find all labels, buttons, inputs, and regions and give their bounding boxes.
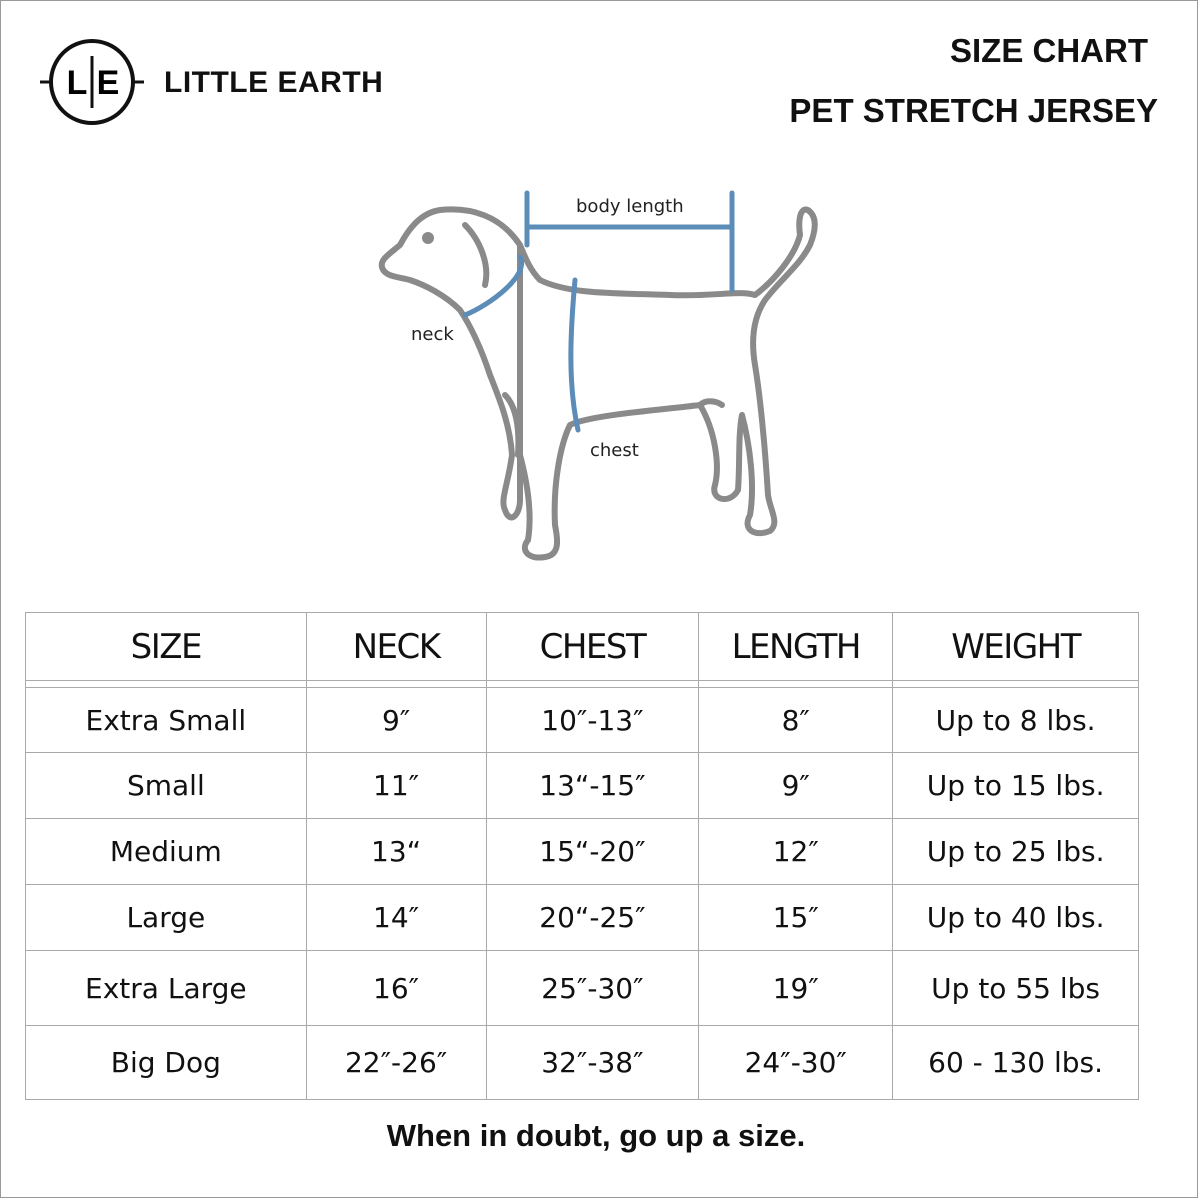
table-cell: 14″: [305, 884, 487, 951]
brand-name: LITTLE EARTH: [164, 66, 384, 99]
chest-label: chest: [590, 440, 639, 461]
table-cell: 16″: [305, 950, 487, 1026]
svg-text:L: L: [67, 64, 88, 102]
table-cell: 13“: [305, 818, 487, 885]
neck-label: neck: [411, 324, 454, 345]
table-cell: Large: [25, 884, 307, 951]
table-header-row: SIZE NECK CHEST LENGTH WEIGHT: [25, 612, 1139, 681]
body-length-label: body length: [576, 196, 684, 217]
table-cell: Up to 8 lbs.: [892, 687, 1139, 753]
brand-logo: L E LITTLE EARTH: [40, 38, 383, 128]
table-cell: 22″-26″: [305, 1025, 487, 1100]
table-cell: 12″: [698, 818, 894, 885]
table-cell: 8″: [698, 687, 894, 753]
table-row: Small 11″ 13“-15″ 9″ Up to 15 lbs.: [25, 752, 1139, 819]
table-cell: Up to 40 lbs.: [892, 884, 1139, 951]
measurement-lines: [462, 190, 735, 433]
product-name: PET STRETCH JERSEY: [789, 92, 1158, 129]
table-cell: Extra Small: [25, 687, 307, 753]
table-cell: Small: [25, 752, 307, 819]
table-cell: 11″: [305, 752, 487, 819]
table-cell: 20“-25″: [485, 884, 700, 951]
table-row: Extra Large 16″ 25″-30″ 19″ Up to 55 lbs: [25, 950, 1139, 1026]
table-cell: 9″: [698, 752, 894, 819]
table-cell: Extra Large: [25, 950, 307, 1026]
table-cell: 32″-38″: [485, 1025, 700, 1100]
table-row: Large 14″ 20“-25″ 15″ Up to 40 lbs.: [25, 884, 1139, 951]
size-table: SIZE NECK CHEST LENGTH WEIGHT Extra Smal…: [25, 612, 1139, 1100]
table-cell: 25″-30″: [485, 950, 700, 1026]
column-header: WEIGHT: [892, 612, 1139, 681]
svg-text:E: E: [97, 64, 120, 102]
table-cell: 15″: [698, 884, 894, 951]
column-header: SIZE: [25, 612, 307, 681]
table-cell: 19″: [698, 950, 894, 1026]
table-cell: 60 - 130 lbs.: [892, 1025, 1139, 1100]
dog-measurement-diagram: [378, 190, 818, 561]
column-header: LENGTH: [698, 612, 894, 681]
table-row: Big Dog 22″-26″ 32″-38″ 24″-30″ 60 - 130 lbs…: [25, 1025, 1139, 1100]
table-row: Medium 13“ 15“-20″ 12″ Up to 25 lbs.: [25, 818, 1139, 885]
table-cell: Up to 55 lbs: [892, 950, 1139, 1026]
footer-note: When in doubt, go up a size.: [386, 1118, 806, 1153]
table-cell: Up to 25 lbs.: [892, 818, 1139, 885]
column-header: NECK: [305, 612, 487, 681]
dog-outline-icon: [378, 206, 818, 561]
table-cell: 24″-30″: [698, 1025, 894, 1100]
table-row: Extra Small 9″ 10″-13″ 8″ Up to 8 lbs.: [25, 687, 1139, 753]
table-cell: 13“-15″: [485, 752, 700, 819]
column-header: CHEST: [485, 612, 700, 681]
table-cell: 15“-20″: [485, 818, 700, 885]
table-cell: 9″: [305, 687, 487, 753]
little-earth-logo-icon: L E: [40, 39, 144, 125]
table-cell: Up to 15 lbs.: [892, 752, 1139, 819]
table-cell: 10″-13″: [485, 687, 700, 753]
table-cell: Medium: [25, 818, 307, 885]
header-divider: [25, 680, 1139, 688]
page-title: SIZE CHART: [950, 32, 1148, 69]
table-cell: Big Dog: [25, 1025, 307, 1100]
